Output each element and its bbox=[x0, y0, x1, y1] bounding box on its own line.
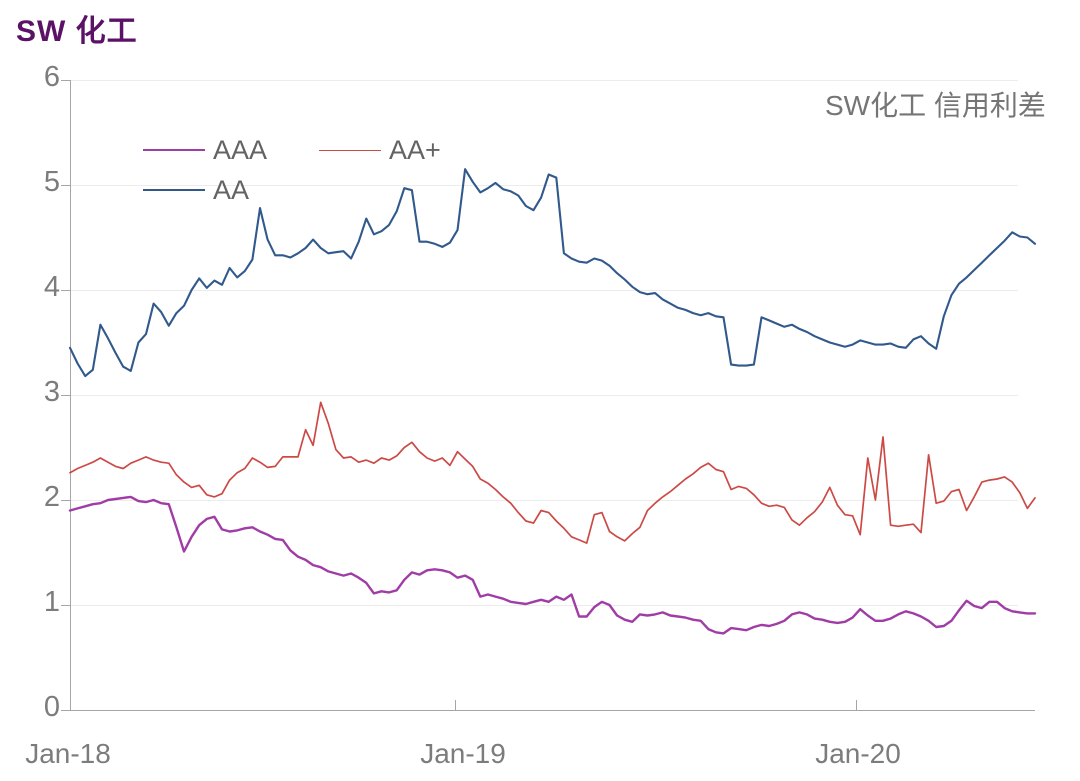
y-tick-label-4: 4 bbox=[43, 271, 60, 303]
y-tick-label-6: 6 bbox=[43, 61, 60, 93]
chart-title: SW化工 信用利差 bbox=[825, 90, 1046, 121]
x-tickmark-jan20 bbox=[856, 700, 857, 710]
legend-label-aa-plus: AA+ bbox=[389, 134, 441, 165]
y-tickmark-6 bbox=[61, 80, 70, 81]
y-tickmark-3 bbox=[61, 395, 70, 396]
legend-row-1: AAA AA+ bbox=[143, 135, 493, 165]
gridline-4 bbox=[70, 290, 1018, 291]
legend-label-aa: AA bbox=[213, 174, 250, 205]
line-series-canvas bbox=[68, 168, 1037, 635]
gridline-3 bbox=[70, 395, 1018, 396]
y-tickmark-1 bbox=[61, 605, 70, 606]
x-tick-label-jan19: Jan-19 bbox=[420, 738, 506, 769]
x-axis-line bbox=[70, 710, 1035, 711]
y-tick-label-0: 0 bbox=[43, 691, 60, 723]
legend-item-aa: AA bbox=[143, 175, 249, 206]
y-tick-label-5: 5 bbox=[43, 166, 60, 198]
y-tick-label-2: 2 bbox=[43, 481, 60, 513]
x-tickmark-jan19 bbox=[455, 700, 456, 710]
aa-line-swatch bbox=[143, 189, 205, 191]
y-tickmark-4 bbox=[61, 290, 70, 291]
y-tickmark-5 bbox=[61, 185, 70, 186]
plot-area: AAA AA+ AA bbox=[61, 80, 1037, 711]
y-tickmark-2 bbox=[61, 500, 70, 501]
aa-plus-line-swatch bbox=[319, 149, 382, 151]
aaa-line-swatch bbox=[143, 149, 205, 151]
series-line-AA bbox=[68, 168, 1037, 378]
x-tick-label-jan18: Jan-18 bbox=[25, 738, 111, 769]
gridline-1 bbox=[70, 605, 1018, 606]
y-tickmark-0 bbox=[61, 710, 70, 711]
gridline-6 bbox=[70, 80, 1018, 81]
y-tick-label-1: 1 bbox=[43, 586, 60, 618]
x-tick-label-jan20: Jan-20 bbox=[815, 738, 901, 769]
page-title: SW 化工 bbox=[16, 15, 138, 48]
gridline-2 bbox=[70, 500, 1018, 501]
legend-item-aaa: AAA bbox=[143, 135, 267, 166]
y-axis-line bbox=[70, 80, 71, 710]
y-tick-label-3: 3 bbox=[43, 376, 60, 408]
legend-label-aaa: AAA bbox=[213, 134, 268, 165]
legend-item-aa-plus: AA+ bbox=[319, 135, 441, 166]
series-line-AA+ bbox=[69, 401, 1036, 544]
legend-row-2: AA bbox=[143, 175, 301, 205]
series-line-AAA bbox=[68, 495, 1037, 635]
